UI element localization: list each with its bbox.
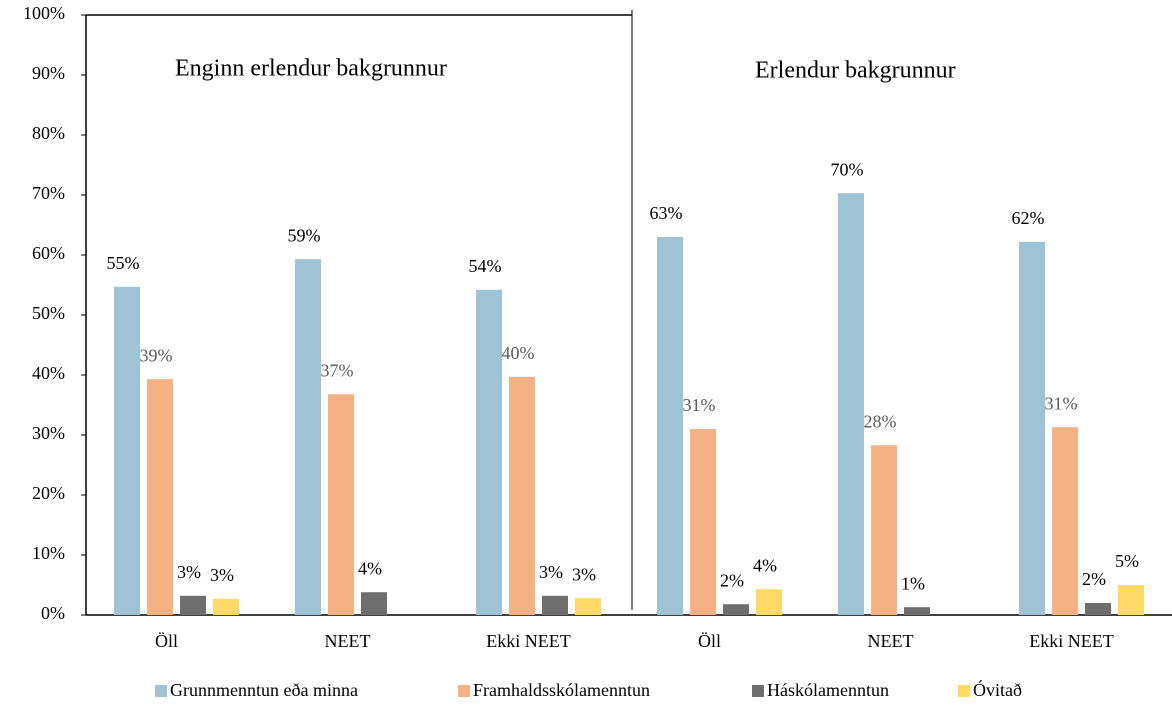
y-tick-label: 80% [32, 123, 65, 143]
x-tick-label: Öll [698, 631, 721, 651]
bar [838, 193, 864, 615]
data-label: 54% [469, 256, 502, 276]
y-tick-label: 100% [23, 3, 65, 23]
bar [575, 598, 601, 615]
bar [871, 445, 897, 615]
data-label: 31% [683, 395, 716, 415]
x-tick-label: Ekki NEET [1029, 631, 1113, 651]
bar [147, 379, 173, 615]
bar [1019, 241, 1045, 616]
bar [542, 595, 568, 615]
data-label: 31% [1045, 393, 1078, 413]
y-tick-label: 40% [32, 363, 65, 383]
section-title: Erlendur bakgrunnur [755, 58, 956, 84]
bar [657, 237, 683, 615]
data-label: 3% [210, 565, 234, 585]
legend-swatch [458, 685, 470, 697]
data-label: 2% [1082, 569, 1106, 589]
data-label: 3% [177, 562, 201, 582]
bar [328, 394, 354, 615]
bar [1118, 585, 1144, 615]
legend-swatch [958, 685, 970, 697]
y-tick-label: 50% [32, 303, 65, 323]
section-title: Enginn erlendur bakgrunnur [175, 56, 447, 82]
data-label: 4% [753, 555, 777, 575]
y-tick-label: 10% [32, 543, 65, 563]
data-label: 2% [720, 570, 744, 590]
x-tick-label: Öll [155, 631, 178, 651]
bar [213, 598, 239, 615]
x-tick-label: Ekki NEET [486, 631, 570, 651]
bar [361, 592, 387, 615]
data-label: 1% [901, 573, 925, 593]
data-label: 63% [650, 203, 683, 223]
data-label: 59% [288, 225, 321, 245]
bar [904, 607, 930, 615]
bar [756, 589, 782, 615]
data-label: 40% [502, 343, 535, 363]
bar [690, 429, 716, 615]
y-tick-label: 70% [32, 183, 65, 203]
legend-label: Háskólamenntun [767, 680, 889, 700]
bar [509, 376, 535, 615]
data-label: 5% [1115, 551, 1139, 571]
x-tick-label: NEET [325, 631, 371, 651]
bar [1052, 427, 1078, 615]
y-tick-label: 0% [41, 603, 65, 623]
y-tick-label: 20% [32, 483, 65, 503]
data-label: 55% [107, 253, 140, 273]
data-label: 28% [864, 411, 897, 431]
legend-label: Framhaldsskólamenntun [473, 680, 650, 700]
legend-label: Óvitað [973, 679, 1022, 700]
data-label: 3% [539, 562, 563, 582]
bar [723, 604, 749, 615]
y-tick-label: 30% [32, 423, 65, 443]
x-tick-label: NEET [868, 631, 914, 651]
bar [114, 286, 140, 615]
data-label: 4% [358, 558, 382, 578]
bar [180, 595, 206, 615]
y-tick-label: 90% [32, 63, 65, 83]
legend-swatch [155, 685, 167, 697]
data-label: 39% [140, 345, 173, 365]
legend-swatch [752, 685, 764, 697]
bar [476, 289, 502, 615]
data-label: 70% [831, 159, 864, 179]
legend-label: Grunnmenntun eða minna [170, 680, 358, 700]
bar [1085, 603, 1111, 615]
bar [295, 259, 321, 615]
y-tick-label: 60% [32, 243, 65, 263]
data-label: 37% [321, 360, 354, 380]
data-label: 62% [1012, 208, 1045, 228]
data-label: 3% [572, 564, 596, 584]
